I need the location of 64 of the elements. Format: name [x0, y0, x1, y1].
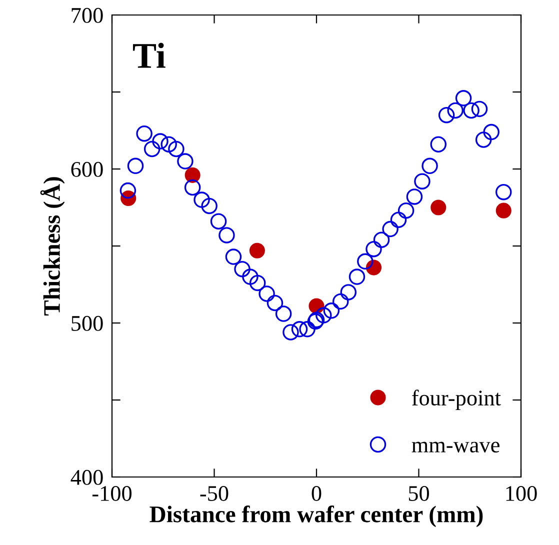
- x-tick-label: -50: [200, 486, 228, 501]
- point: [266, 294, 284, 312]
- annotation: Ti: [133, 42, 166, 68]
- point: [382, 220, 398, 238]
- point: [275, 306, 292, 322]
- point: [390, 212, 407, 228]
- point: [357, 253, 374, 270]
- point: [348, 268, 366, 285]
- point: [291, 321, 308, 338]
- point: [194, 192, 210, 208]
- point: [249, 274, 266, 292]
- point: [316, 307, 332, 324]
- point: [168, 140, 184, 158]
- point: [373, 232, 390, 248]
- point: [447, 102, 464, 119]
- point: [218, 227, 235, 244]
- x-tick-label: 0: [312, 486, 322, 501]
- x-tick-label: 100: [506, 486, 537, 501]
- point: [366, 240, 382, 258]
- point: [136, 125, 152, 142]
- point: [438, 106, 455, 124]
- point: [249, 242, 265, 258]
- x-tick-label: 50: [408, 486, 430, 501]
- point: [299, 321, 316, 338]
- point: [496, 202, 512, 218]
- point: [495, 184, 512, 200]
- point: [323, 302, 340, 319]
- point: [152, 133, 168, 150]
- legend-label: mm-wave: [412, 442, 500, 452]
- legend-label: four-point: [412, 390, 501, 410]
- point: [258, 286, 275, 302]
- point: [340, 284, 357, 300]
- point: [475, 132, 492, 148]
- y-tick-label: 400: [70, 470, 103, 485]
- point: [455, 90, 472, 106]
- point: [398, 202, 414, 219]
- point: [160, 136, 177, 152]
- y-tick-label: 700: [72, 8, 103, 23]
- point: [282, 324, 299, 340]
- point: [225, 248, 242, 265]
- point: [242, 268, 258, 285]
- point: [430, 136, 447, 152]
- point: [184, 179, 201, 196]
- point: [201, 198, 218, 214]
- point: [483, 124, 500, 140]
- y-tick-label: 500: [72, 316, 103, 331]
- point: [430, 200, 446, 216]
- point: [463, 102, 480, 119]
- x-tick-label: -100: [92, 486, 132, 501]
- point: [406, 188, 423, 205]
- point: [471, 100, 488, 118]
- y-axis-title: Thickness (Å): [40, 177, 65, 316]
- point: [144, 140, 160, 158]
- point: [120, 182, 136, 199]
- point: [177, 153, 194, 170]
- point: [414, 173, 430, 190]
- x-axis-title: Distance from wafer center (mm): [150, 505, 483, 528]
- point: [127, 158, 144, 174]
- point: [210, 213, 227, 230]
- y-tick-label: 600: [71, 162, 103, 177]
- point: [332, 293, 349, 310]
- point: [422, 158, 438, 174]
- point: [234, 260, 250, 278]
- point: [184, 167, 200, 183]
